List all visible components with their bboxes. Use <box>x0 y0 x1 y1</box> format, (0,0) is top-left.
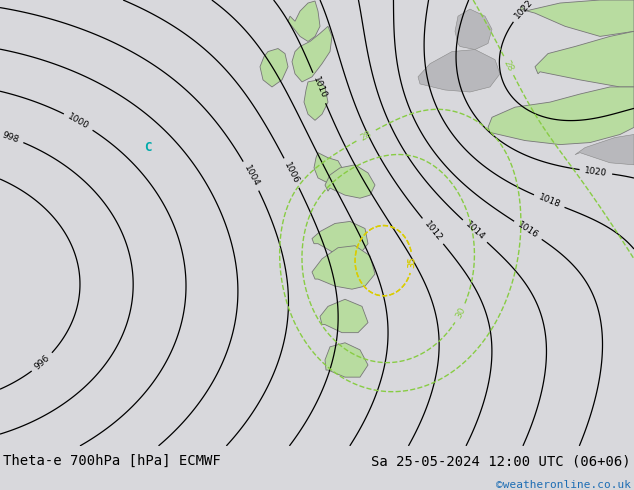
Text: 998: 998 <box>1 130 20 145</box>
Text: 1004: 1004 <box>242 164 261 188</box>
Text: 1018: 1018 <box>537 193 562 210</box>
Text: 28: 28 <box>502 58 515 73</box>
Polygon shape <box>488 87 634 145</box>
Text: 1000: 1000 <box>66 112 91 131</box>
Polygon shape <box>455 9 492 49</box>
Text: C: C <box>145 141 152 154</box>
Polygon shape <box>575 134 634 165</box>
Text: 1014: 1014 <box>463 220 486 242</box>
Polygon shape <box>260 49 288 87</box>
Polygon shape <box>320 299 368 333</box>
Text: 30: 30 <box>454 306 467 320</box>
Polygon shape <box>288 1 320 42</box>
Polygon shape <box>418 49 500 92</box>
Text: ©weatheronline.co.uk: ©weatheronline.co.uk <box>496 480 631 490</box>
Polygon shape <box>325 343 368 377</box>
Text: 1016: 1016 <box>516 220 540 240</box>
Text: Sa 25-05-2024 12:00 UTC (06+06): Sa 25-05-2024 12:00 UTC (06+06) <box>371 454 631 468</box>
Text: 1012: 1012 <box>422 220 444 243</box>
Text: 1010: 1010 <box>311 75 328 100</box>
Polygon shape <box>312 245 375 289</box>
Text: 1022: 1022 <box>513 0 534 21</box>
Text: 28: 28 <box>358 129 373 143</box>
Polygon shape <box>520 0 634 36</box>
Polygon shape <box>312 221 368 256</box>
Polygon shape <box>535 31 634 87</box>
Text: 1006: 1006 <box>282 161 301 185</box>
Text: 996: 996 <box>33 353 52 371</box>
Polygon shape <box>292 26 332 82</box>
Text: 35: 35 <box>407 257 417 269</box>
Polygon shape <box>304 80 328 121</box>
Polygon shape <box>314 153 342 183</box>
Text: 35: 35 <box>407 257 417 269</box>
Polygon shape <box>325 165 375 198</box>
Text: 1020: 1020 <box>584 166 608 178</box>
Text: Theta-e 700hPa [hPa] ECMWF: Theta-e 700hPa [hPa] ECMWF <box>3 454 221 468</box>
